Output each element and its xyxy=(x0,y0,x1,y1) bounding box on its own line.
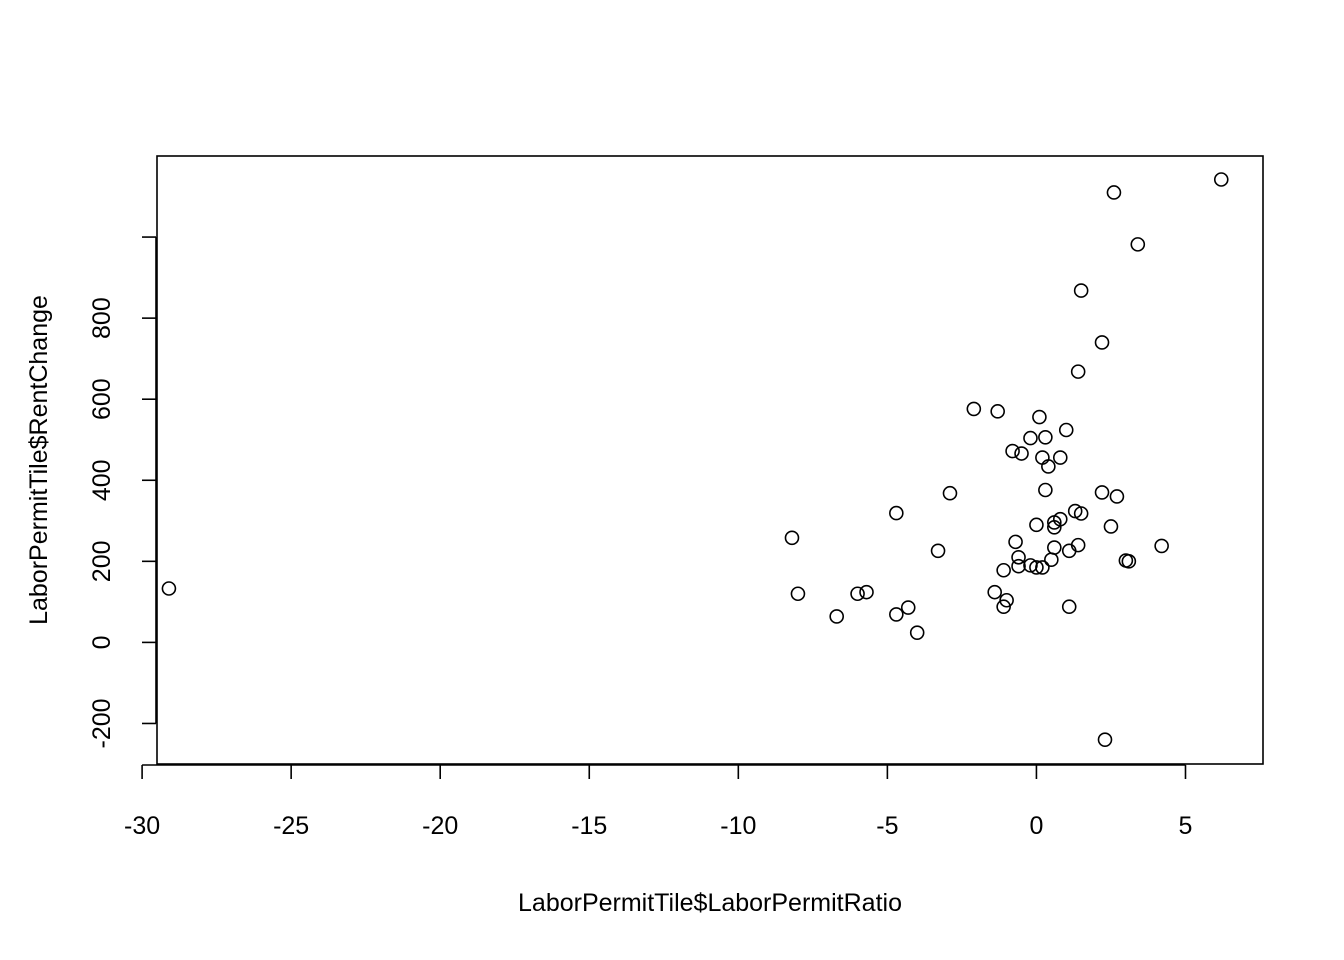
data-point xyxy=(1213,172,1229,187)
data-point xyxy=(996,599,1011,615)
data-point xyxy=(1052,511,1068,527)
data-point xyxy=(850,586,865,602)
data-points xyxy=(161,172,1229,747)
data-point xyxy=(859,584,874,600)
data-point xyxy=(1014,446,1029,461)
data-point xyxy=(1005,443,1020,459)
data-point xyxy=(790,586,806,602)
x-tick-label: -20 xyxy=(422,812,458,840)
data-point xyxy=(1073,283,1089,298)
data-point xyxy=(784,530,800,546)
data-point xyxy=(1094,485,1110,500)
data-point xyxy=(1109,489,1125,504)
x-axis: -30 -25 -20 -15 -10 -5 0 5 xyxy=(124,764,1193,840)
data-point xyxy=(1070,364,1086,379)
x-tick-label: -30 xyxy=(124,812,160,840)
data-point xyxy=(1023,430,1038,446)
y-tick-label: 200 xyxy=(88,540,116,582)
data-point xyxy=(1154,538,1169,554)
data-point xyxy=(1041,459,1056,474)
y-axis: -200 0 200 400 600 800 xyxy=(88,236,157,748)
data-point xyxy=(1106,185,1122,200)
data-point xyxy=(942,485,958,501)
data-point xyxy=(161,581,177,596)
data-point xyxy=(1038,482,1053,498)
data-point xyxy=(990,404,1005,419)
data-point xyxy=(1011,558,1026,574)
data-point xyxy=(966,401,982,417)
data-point xyxy=(1070,537,1086,553)
data-point xyxy=(1029,517,1044,533)
data-point xyxy=(1103,519,1119,534)
data-point xyxy=(1073,506,1089,521)
data-point xyxy=(1047,540,1062,555)
y-tick-label: -200 xyxy=(88,698,116,748)
y-tick-label: 400 xyxy=(88,459,116,501)
data-point xyxy=(1058,422,1074,438)
plot-frame xyxy=(156,155,1264,765)
data-point xyxy=(900,600,916,615)
y-tick-label: 600 xyxy=(88,378,116,420)
y-tick-label: 800 xyxy=(88,297,116,339)
data-point xyxy=(1008,534,1023,550)
data-point xyxy=(889,607,904,622)
data-point xyxy=(889,505,904,521)
data-point xyxy=(1035,560,1050,575)
data-point xyxy=(1061,599,1077,615)
data-point xyxy=(1052,450,1068,465)
data-point xyxy=(1029,560,1044,575)
x-tick-label: 5 xyxy=(1179,812,1193,840)
data-point xyxy=(1121,554,1137,569)
x-tick-label: -15 xyxy=(571,812,607,840)
data-point xyxy=(829,609,844,624)
x-tick-label: -10 xyxy=(720,812,756,840)
data-point xyxy=(987,584,1002,600)
data-point xyxy=(1011,549,1026,565)
y-axis-title: LaborPermitTile$RentChange xyxy=(25,295,53,625)
x-tick-label: -5 xyxy=(876,812,898,840)
data-point xyxy=(1130,237,1146,252)
data-point xyxy=(999,592,1014,608)
data-point xyxy=(909,625,925,640)
x-tick-label: 0 xyxy=(1029,812,1043,840)
x-axis-title: LaborPermitTile$LaborPermitRatio xyxy=(518,889,902,917)
y-tick-label: 0 xyxy=(88,635,116,649)
data-point xyxy=(1097,732,1113,747)
x-tick-label: -25 xyxy=(273,812,309,840)
data-point xyxy=(996,562,1011,578)
data-point xyxy=(930,543,946,559)
data-point xyxy=(1038,430,1053,445)
data-point xyxy=(1032,409,1047,425)
data-point xyxy=(1094,335,1110,350)
